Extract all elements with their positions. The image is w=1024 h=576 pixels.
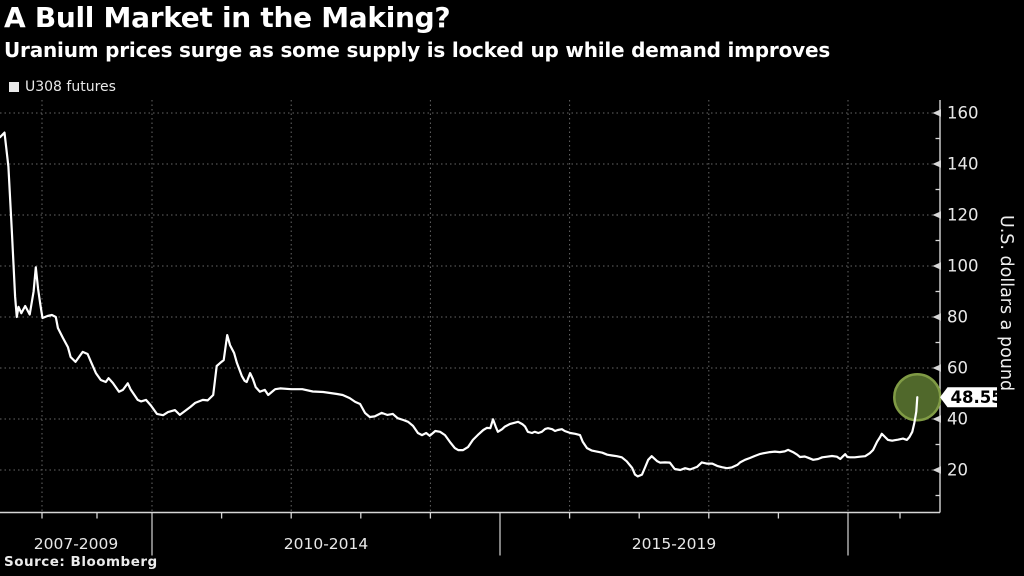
y-axis-tick [932,364,941,372]
chart-subtitle: Uranium prices surge as some supply is l… [4,38,831,62]
y-axis-tick-label: 40 [947,410,968,429]
legend-label: U308 futures [25,79,116,95]
y-axis-tick-label: 20 [947,461,968,480]
y-axis-tick-label: 60 [947,359,968,378]
chart-title: A Bull Market in the Making? [4,1,451,34]
y-axis-tick-label: 160 [947,104,979,123]
source-attribution: Source: Bloomberg [4,554,158,570]
y-axis-tick-label: 140 [947,155,979,174]
x-axis-section-label: 2010-2014 [284,535,369,553]
y-axis-tick [932,160,941,168]
y-axis-tick [932,313,941,321]
y-axis-tick-label: 120 [947,206,979,225]
price-line [0,131,919,478]
price-callout [940,387,997,408]
y-axis-title: U.S. dollars a pound [996,215,1016,391]
x-axis-section-label: 2007-2009 [34,535,119,553]
y-axis-tick [932,466,941,474]
y-axis-tick [932,415,941,423]
legend-square-icon [9,82,19,92]
y-axis-tick [932,211,941,219]
x-axis-section-label: 2015-2019 [632,535,717,553]
y-axis-tick [932,262,941,270]
legend: U308 futures [9,79,116,95]
y-axis-tick-label: 100 [947,257,979,276]
y-axis-tick-label: 80 [947,308,968,327]
price-callout-value: 48.55 [951,388,1003,407]
y-axis-tick [932,109,941,117]
